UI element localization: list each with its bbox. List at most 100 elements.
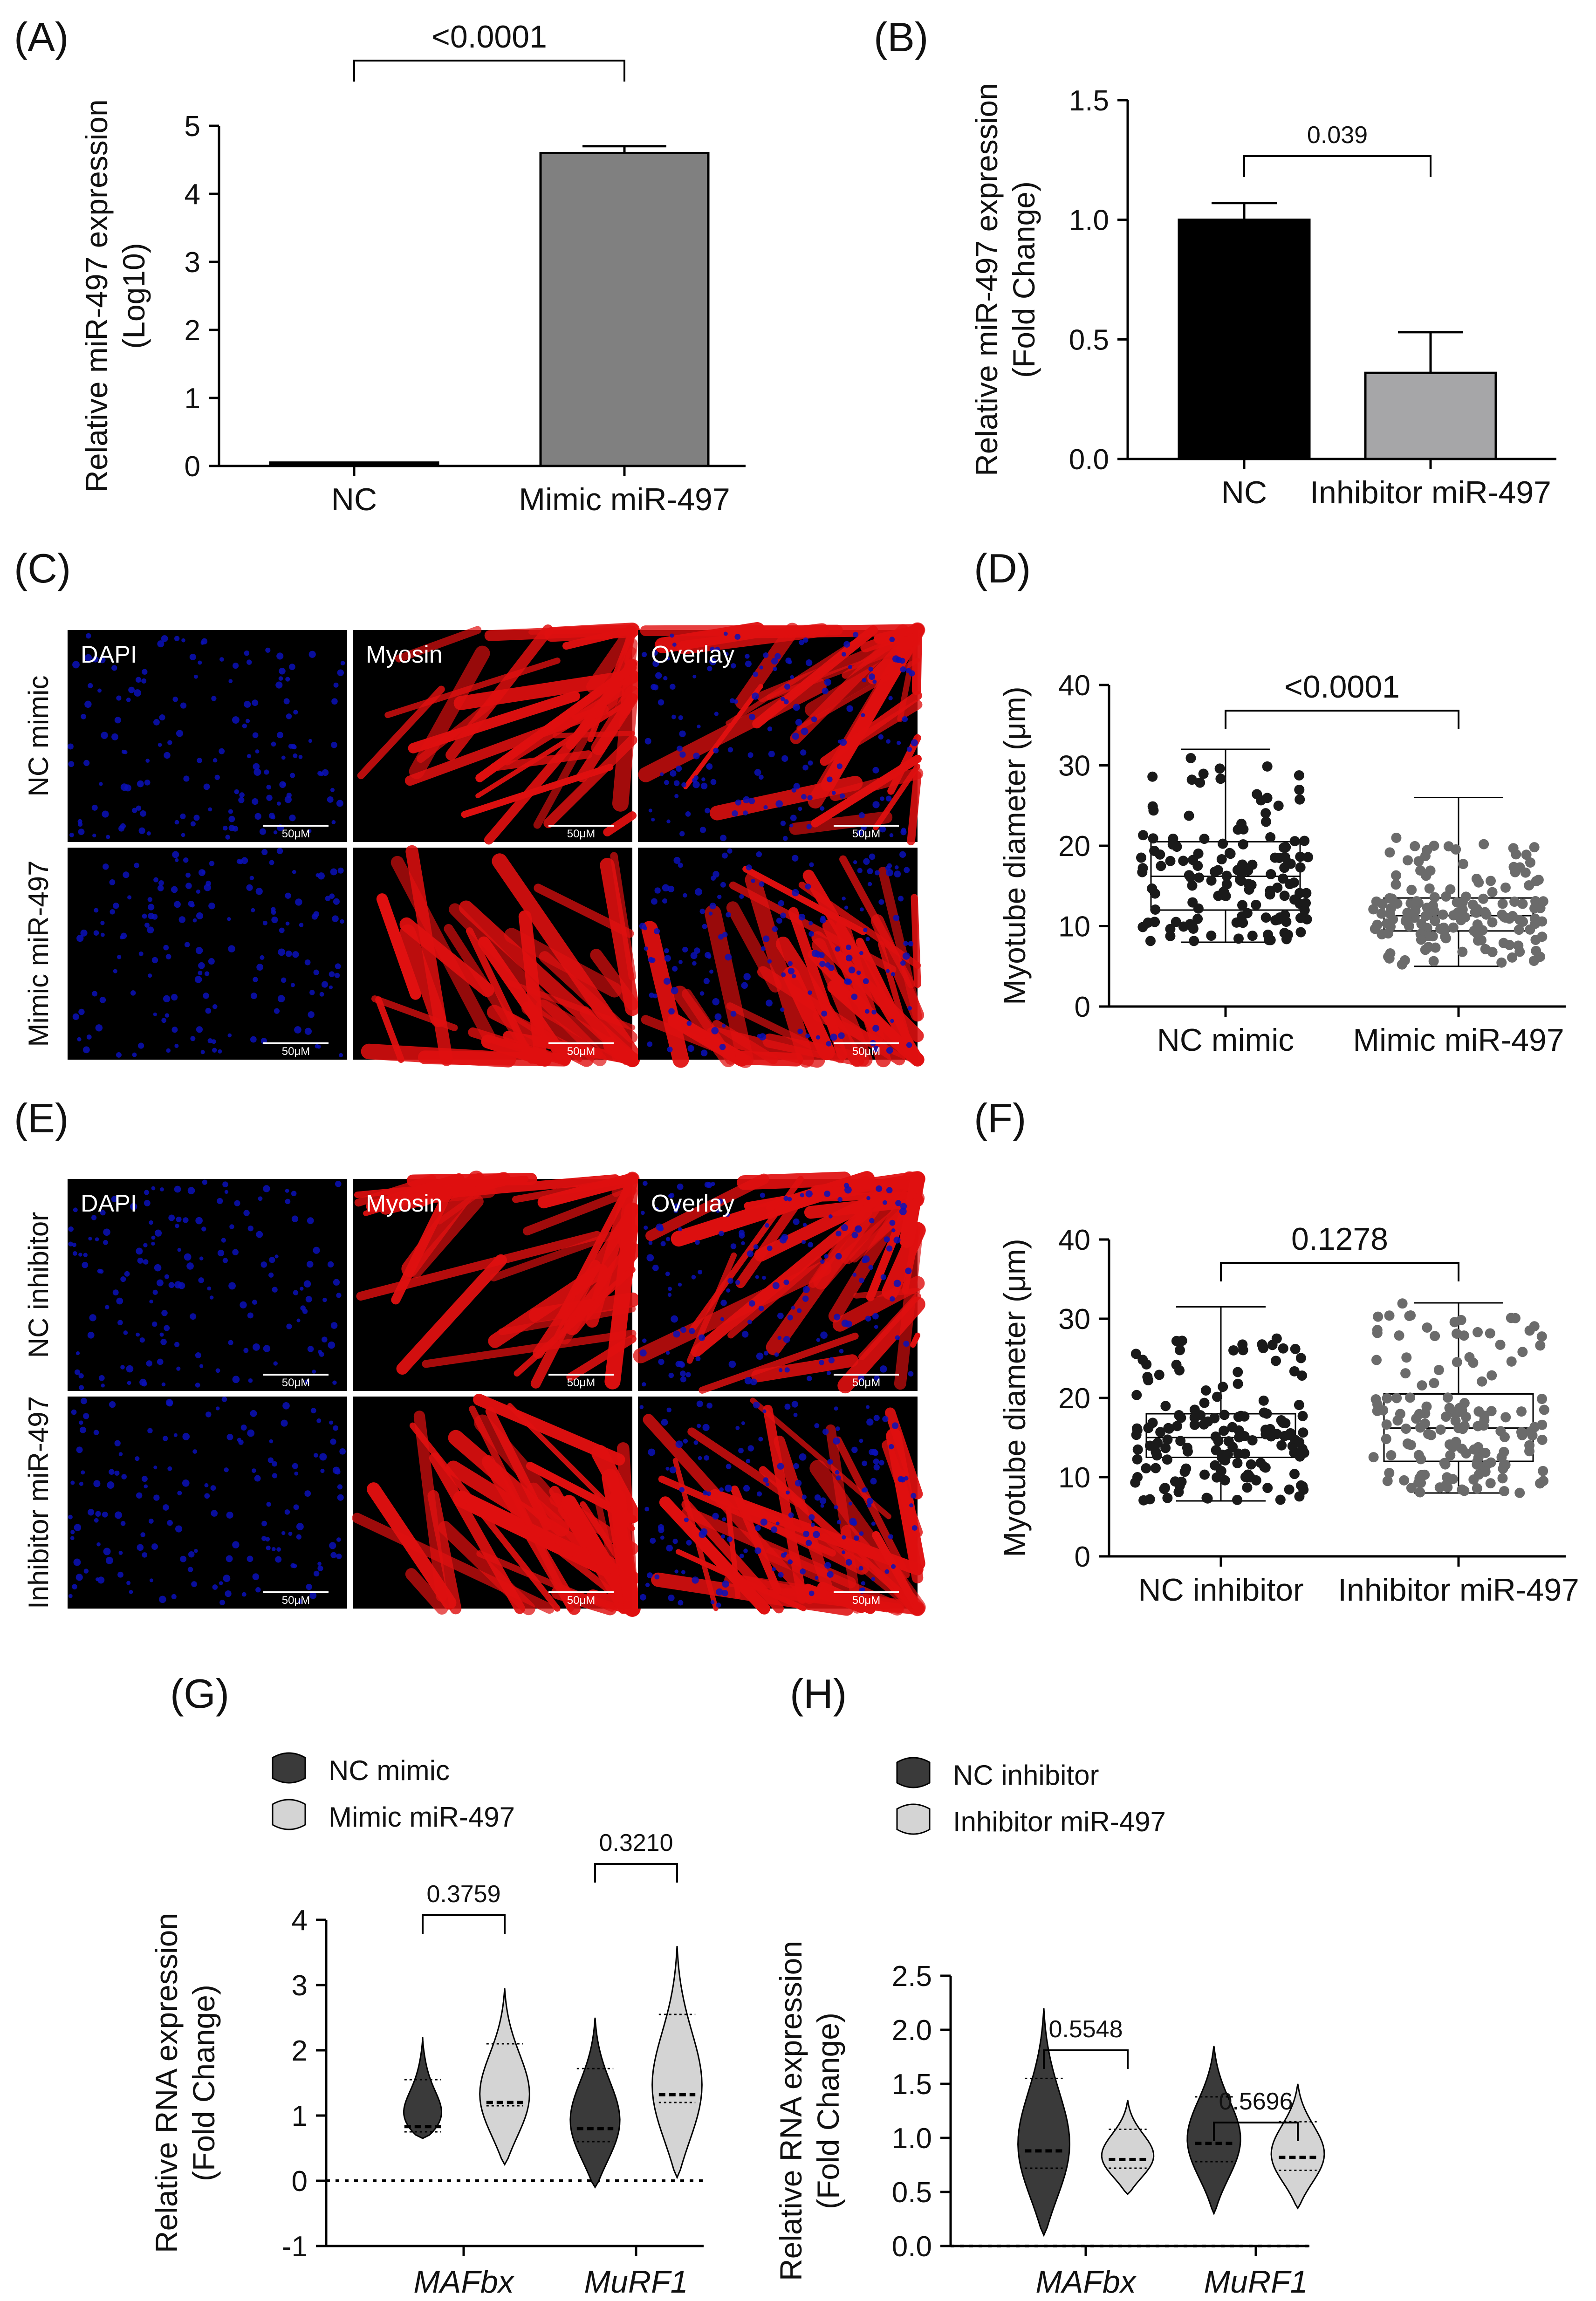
nucleus (801, 727, 808, 735)
nucleus (124, 1271, 130, 1277)
nucleus (120, 935, 124, 939)
nucleus (203, 783, 210, 790)
nucleus (167, 740, 172, 745)
nucleus (153, 877, 158, 883)
nucleus (175, 858, 179, 862)
nucleus (666, 1545, 673, 1552)
legend-label: Inhibitor miR-497 (953, 1806, 1166, 1837)
nucleus (92, 991, 98, 997)
data-point (1189, 936, 1199, 946)
data-point (1486, 876, 1496, 886)
nucleus (765, 1482, 769, 1486)
data-point (1164, 1423, 1174, 1434)
data-point (1423, 1429, 1434, 1439)
nucleus (805, 1190, 813, 1198)
nucleus (859, 1531, 864, 1536)
nucleus (263, 1345, 271, 1352)
nucleus (706, 1403, 712, 1409)
nucleus (864, 1009, 870, 1014)
nucleus (144, 1190, 149, 1195)
nucleus (820, 1331, 828, 1339)
data-point (1417, 1380, 1427, 1391)
nucleus (792, 889, 799, 897)
nucleus (765, 1223, 769, 1228)
nucleus (716, 1588, 723, 1596)
nucleus (681, 782, 686, 788)
nucleus (803, 637, 808, 643)
nucleus (153, 1466, 158, 1470)
nucleus (147, 897, 153, 902)
data-point (1411, 896, 1422, 907)
data-point (1228, 1345, 1239, 1356)
nucleus (753, 1401, 760, 1409)
data-point (1278, 1343, 1288, 1354)
nucleus (858, 1277, 864, 1283)
data-point (1500, 1459, 1511, 1470)
nucleus (889, 637, 895, 642)
nucleus (209, 1295, 214, 1300)
nucleus (788, 1559, 793, 1565)
nucleus (702, 1424, 710, 1431)
micrograph-tile-dapi: 50μM (68, 1397, 347, 1609)
nucleus (700, 782, 708, 789)
data-point (1458, 859, 1468, 870)
data-point (1516, 1406, 1527, 1417)
violin-shape (569, 2017, 621, 2189)
nucleus (857, 829, 863, 836)
nucleus (238, 797, 245, 803)
data-point (1530, 896, 1541, 906)
myosin-fiber (513, 1041, 565, 1063)
data-point (1391, 832, 1402, 843)
myosin-fiber (735, 623, 800, 710)
nucleus (752, 692, 759, 700)
nucleus (762, 1275, 766, 1280)
data-point (1430, 1331, 1440, 1342)
nucleus (164, 1274, 170, 1279)
data-point (1302, 852, 1313, 863)
data-point (1443, 841, 1454, 852)
nucleus (734, 634, 741, 640)
data-point (1147, 771, 1158, 782)
nucleus (878, 899, 884, 905)
nucleus (103, 863, 109, 870)
y-tick-label: 30 (1058, 1303, 1090, 1335)
nucleus (691, 1274, 696, 1280)
myosin-fiber (751, 1354, 859, 1383)
data-point (1525, 857, 1535, 868)
nucleus (767, 959, 772, 964)
nucleus (81, 1470, 85, 1475)
data-point (1290, 1343, 1301, 1354)
nucleus (176, 1216, 182, 1222)
nucleus (256, 964, 264, 971)
nucleus (673, 780, 680, 786)
nucleus (247, 1226, 253, 1232)
nucleus (172, 851, 179, 858)
nucleus (175, 1525, 183, 1533)
p-value-label: 0.1278 (1291, 1221, 1388, 1257)
y-tick-label: 0 (292, 2165, 308, 2198)
nucleus (872, 1025, 879, 1032)
nucleus (685, 1372, 691, 1377)
nucleus (781, 697, 785, 701)
myosin-fiber (474, 1414, 569, 1520)
nucleus (182, 1479, 190, 1487)
panel-label-g: (G) (170, 1671, 229, 1717)
nucleus (181, 833, 185, 837)
nucleus (899, 851, 906, 858)
nucleus (92, 656, 99, 663)
nucleus (820, 1504, 824, 1508)
nucleus (252, 732, 259, 739)
nucleus (902, 952, 910, 960)
nucleus (187, 1567, 193, 1572)
data-point (1233, 824, 1243, 835)
nucleus (668, 1008, 675, 1015)
category-label: MAFbx (1035, 2264, 1137, 2300)
nucleus (871, 1577, 876, 1582)
nucleus (234, 1200, 240, 1206)
nucleus (243, 1210, 250, 1216)
nucleus (760, 946, 766, 951)
nucleus (848, 1501, 853, 1506)
myosin-fiber (473, 1393, 625, 1466)
nucleus (138, 951, 144, 956)
